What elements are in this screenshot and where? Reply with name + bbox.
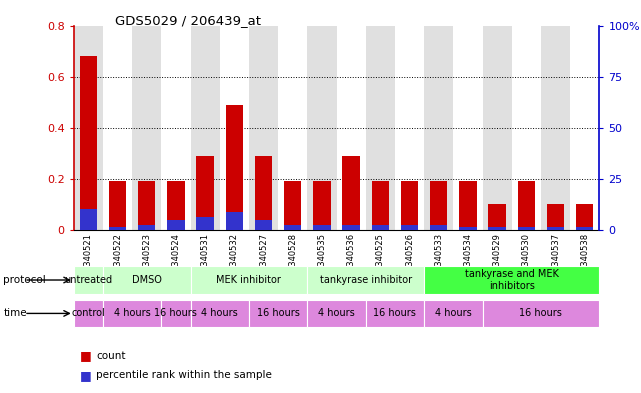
Text: 4 hours: 4 hours [201,309,238,318]
Bar [74,266,103,294]
Bar [249,300,307,327]
Text: tankyrase and MEK
inhibitors: tankyrase and MEK inhibitors [465,269,559,291]
Bar [138,225,156,230]
Text: GDS5029 / 206439_at: GDS5029 / 206439_at [115,14,262,27]
Bar [313,181,331,230]
Bar [307,300,366,327]
Bar [488,227,506,230]
Bar [167,181,185,230]
Text: ■: ■ [80,349,92,362]
Text: 4 hours: 4 hours [435,309,472,318]
Bar [576,227,594,230]
Bar [453,26,483,230]
Bar [395,26,424,230]
Text: control: control [71,309,105,318]
Bar [254,156,272,230]
Bar [570,26,599,230]
Text: tankyrase inhibitor: tankyrase inhibitor [320,275,412,285]
Bar [109,181,126,230]
Bar [254,220,272,230]
Bar [196,217,214,230]
Text: time: time [3,309,27,318]
Bar [103,266,190,294]
Bar [284,225,301,230]
Bar [138,181,156,230]
Bar [103,300,162,327]
Bar [541,26,570,230]
Bar [190,26,220,230]
Bar [342,225,360,230]
Text: 4 hours: 4 hours [318,309,355,318]
Bar [307,266,424,294]
Bar [226,212,243,230]
Bar [190,266,307,294]
Bar [366,26,395,230]
Text: ■: ■ [80,369,92,382]
Text: untreated: untreated [64,275,112,285]
Text: DMSO: DMSO [132,275,162,285]
Bar [162,300,190,327]
Bar [342,156,360,230]
Bar [79,56,97,230]
Bar [483,300,599,327]
Bar [459,181,477,230]
Text: MEK inhibitor: MEK inhibitor [217,275,281,285]
Bar [424,266,599,294]
Bar [424,300,483,327]
Bar [372,225,389,230]
Text: 16 hours: 16 hours [374,309,417,318]
Bar [307,26,337,230]
Bar [372,181,389,230]
Text: 16 hours: 16 hours [154,309,197,318]
Text: count: count [96,351,126,361]
Bar [109,227,126,230]
Text: 16 hours: 16 hours [256,309,299,318]
Bar [517,227,535,230]
Bar [79,209,97,230]
Bar [220,26,249,230]
Text: 16 hours: 16 hours [519,309,562,318]
Bar [576,204,594,230]
Bar [483,26,512,230]
Bar [190,300,249,327]
Bar [284,181,301,230]
Bar [459,227,477,230]
Bar [547,227,564,230]
Bar [167,220,185,230]
Bar [547,204,564,230]
Bar [366,300,424,327]
Bar [162,26,190,230]
Bar [337,26,366,230]
Bar [517,181,535,230]
Bar [226,105,243,230]
Bar [424,26,453,230]
Text: percentile rank within the sample: percentile rank within the sample [96,370,272,380]
Text: protocol: protocol [3,275,46,285]
Bar [512,26,541,230]
Bar [401,225,419,230]
Bar [196,156,214,230]
Bar [103,26,132,230]
Text: 4 hours: 4 hours [113,309,151,318]
Bar [249,26,278,230]
Bar [74,300,103,327]
Bar [430,225,447,230]
Bar [313,225,331,230]
Bar [430,181,447,230]
Bar [401,181,419,230]
Bar [278,26,307,230]
Bar [132,26,162,230]
Bar [488,204,506,230]
Bar [74,26,103,230]
